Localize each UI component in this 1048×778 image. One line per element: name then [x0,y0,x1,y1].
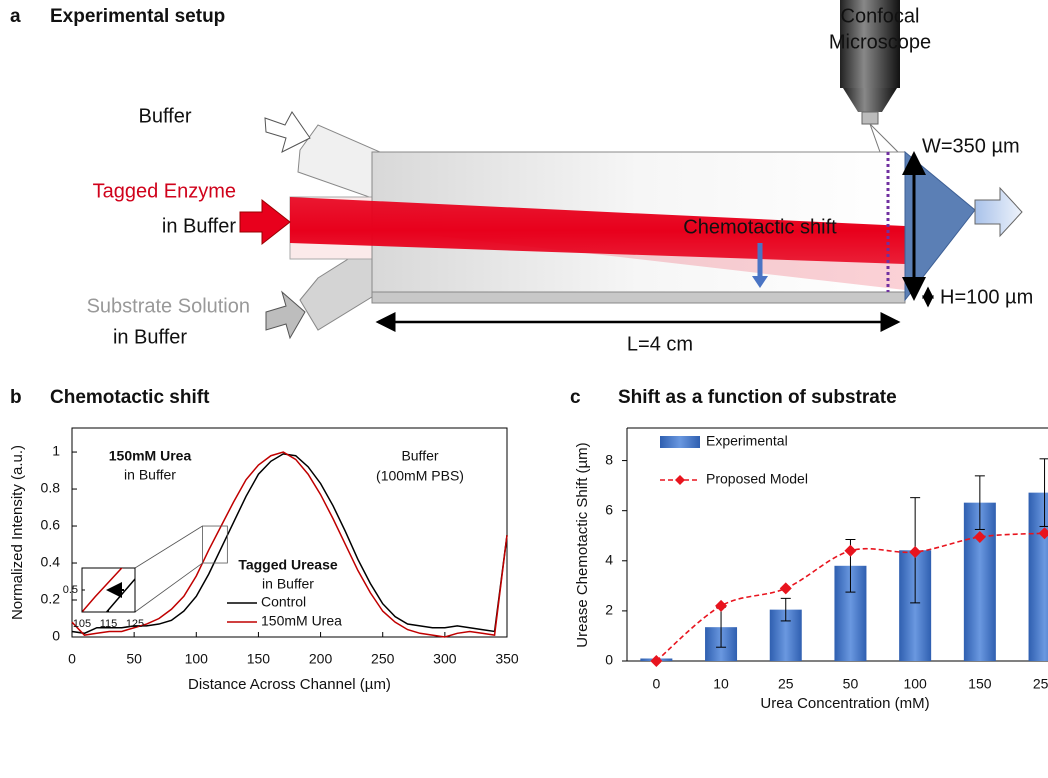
label: H=100 µm [940,286,1033,308]
x-tick-label: 250 [371,651,395,667]
x-axis-label: Distance Across Channel (µm) [188,676,391,693]
objective-lens [861,111,879,125]
y-tick-label: 0 [52,628,60,644]
y-axis-label: Urease Chemotactic Shift (µm) [574,442,591,647]
legend-label: Proposed Model [706,471,808,487]
zoom-box [202,525,228,564]
legend-label: 150mM Urea [261,613,342,629]
bar [1028,492,1048,661]
buffer-arrow [264,111,311,153]
model-point [973,530,986,543]
y-axis-label: Normalized Intensity (a.u.) [9,445,26,620]
model-point [844,544,857,557]
y-tick-label: 0 [605,652,613,668]
x-tick-label: 25 [778,676,794,692]
y-tick-label: 2 [605,602,613,618]
x-tick-label: 200 [309,651,333,667]
y-tick-label: 8 [605,451,613,467]
label: in Buffer [113,326,187,348]
y-tick-label: 6 [605,501,613,517]
panel-title: Experimental setup [50,6,225,27]
label: Buffer [139,105,192,127]
channel-bottom [371,291,906,304]
data-line [71,453,508,635]
panel-label: c [570,387,581,408]
x-tick-label: 150 [968,676,992,692]
inlet-arm [297,124,381,199]
stream-spread [430,228,905,290]
substrate-arrow [265,290,306,340]
label: in Buffer [162,215,236,237]
panel-title: Shift as a function of substrate [618,387,897,408]
light-cone [869,123,899,153]
panel-title: Chemotactic shift [50,387,210,408]
outlet-arrow [974,186,1023,238]
annotation: (100mM PBS) [376,468,464,484]
annotation: Tagged Urease [238,557,338,573]
model-point [909,546,922,559]
panel-a: a Experimental setup Confocal Microscope… [10,0,1033,355]
light-cone [869,123,881,153]
y-tick-label: 0.6 [41,517,61,533]
objective-nose [843,88,897,112]
x-tick-label: 300 [433,651,457,667]
x-tick-label: 50 [843,676,859,692]
inset-x-tick-label: 105 [73,618,91,630]
x-tick-label: 50 [126,651,142,667]
y-tick-label: 4 [605,551,613,567]
zoom-connector [134,525,203,569]
model-point [715,599,728,612]
annotation: Buffer [401,448,438,464]
zoom-connector [134,562,203,613]
legend-swatch [675,475,685,485]
inset-x-tick-label: 125 [126,618,144,630]
annotation: in Buffer [262,576,314,592]
y-tick-label: 0.4 [41,554,61,570]
panel-label: a [10,6,21,27]
y-tick-label: 0.8 [41,480,61,496]
label: Tagged Enzyme [93,180,236,202]
panel-label: b [10,387,22,408]
label: Microscope [829,31,931,53]
label: Chemotactic shift [683,216,837,238]
inset-x-tick-label: 115 [100,618,118,630]
y-tick-label: 0.2 [41,591,61,607]
label: Confocal [841,5,920,27]
label: L=4 cm [627,333,693,355]
objective [840,0,900,88]
shift-arrow-head [752,276,768,288]
legend-label: Control [261,594,306,610]
x-tick-label: 0 [68,651,76,667]
x-tick-label: 0 [652,676,660,692]
x-tick-label: 250 [1033,676,1048,692]
x-tick-label: 10 [713,676,729,692]
x-tick-label: 100 [903,676,927,692]
data-line [71,451,508,638]
inset-y-tick-label: 0.5 [63,584,78,596]
label: W=350 µm [922,135,1020,157]
x-tick-label: 350 [495,651,519,667]
annotation: 150mM Urea [109,448,192,464]
x-tick-label: 150 [247,651,271,667]
legend-swatch [660,436,700,448]
model-point [650,655,663,667]
x-axis-label: Urea Concentration (mM) [760,695,929,712]
enzyme-stream [290,197,905,264]
enzyme-arrow [239,198,291,246]
x-tick-label: 100 [185,651,209,667]
model-point [779,582,792,595]
legend-label: Experimental [706,433,788,449]
y-tick-label: 1 [52,443,60,459]
plot-frame [71,427,508,638]
model-point [1038,527,1048,540]
annotation: in Buffer [124,467,176,483]
label: Substrate Solution [87,295,250,317]
